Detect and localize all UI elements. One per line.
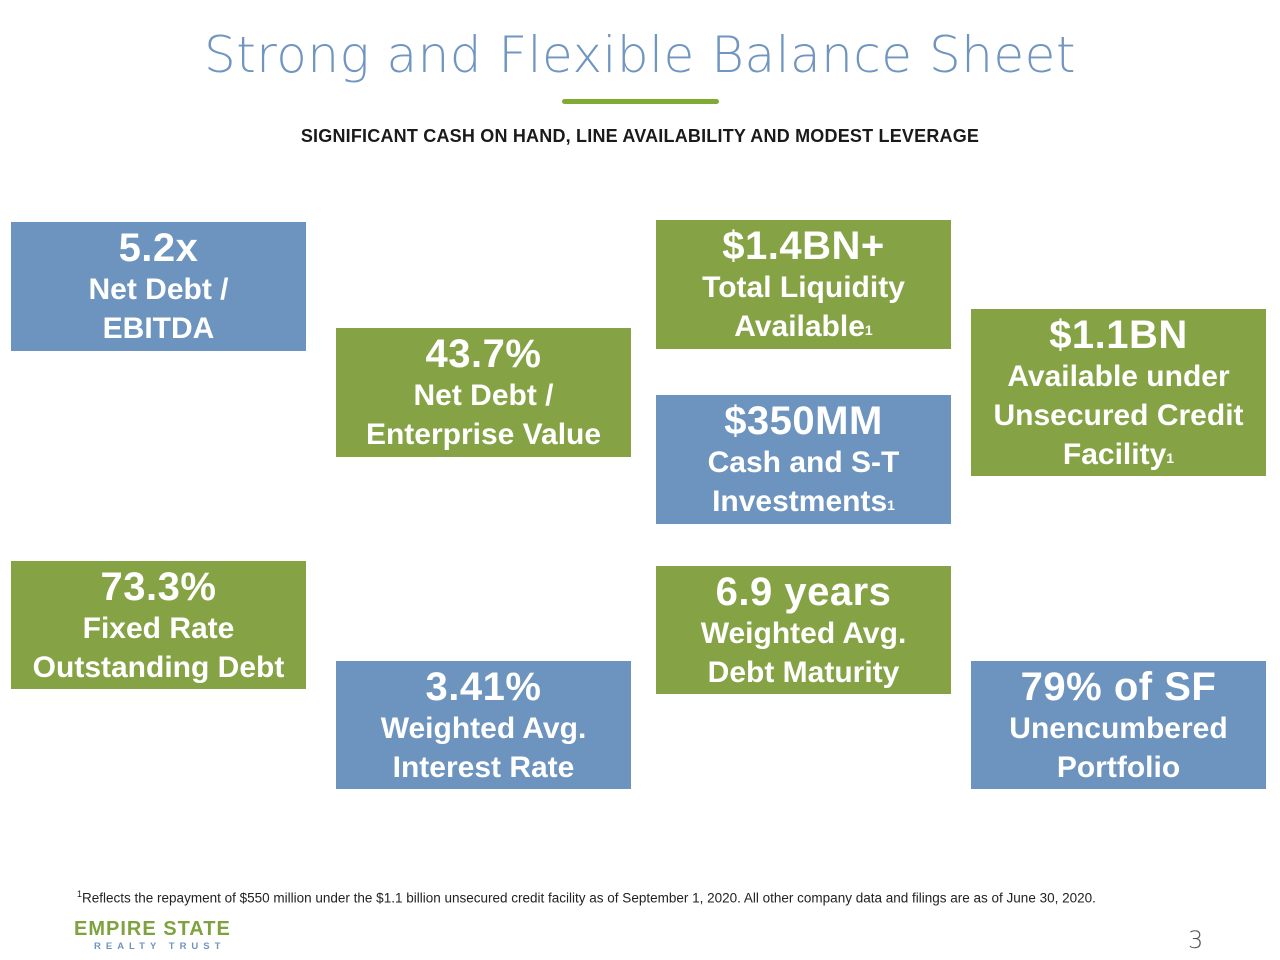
company-logo: EMPIRE STATE REALTY TRUST bbox=[74, 918, 231, 954]
slide-subtitle: SIGNIFICANT CASH ON HAND, LINE AVAILABIL… bbox=[300, 126, 980, 146]
slide-title: Strong and Flexible Balance Sheet bbox=[203, 26, 1077, 84]
metric-value: $1.1BN bbox=[1049, 313, 1188, 357]
footnote-marker: 1 bbox=[887, 497, 895, 513]
metric-value: 6.9 years bbox=[715, 570, 892, 614]
metric-label: Outstanding Debt bbox=[32, 651, 285, 684]
metric-interest-rate: 3.41% Weighted Avg. Interest Rate bbox=[336, 661, 631, 789]
footnote-text: Reflects the repayment of $550 million u… bbox=[82, 890, 1096, 906]
metric-label: Cash and S-T bbox=[707, 446, 900, 479]
metric-total-liquidity: $1.4BN+ Total Liquidity Available1 bbox=[656, 220, 951, 349]
metric-label: Interest Rate bbox=[392, 751, 575, 784]
metric-fixed-rate-debt: 73.3% Fixed Rate Outstanding Debt bbox=[11, 561, 306, 689]
metric-label: Unencumbered bbox=[1009, 712, 1228, 745]
metric-label: Unsecured Credit bbox=[993, 399, 1244, 432]
footnote: 1Reflects the repayment of $550 million … bbox=[77, 886, 1227, 907]
logo-name: EMPIRE STATE bbox=[74, 918, 231, 940]
metric-label: Enterprise Value bbox=[365, 418, 602, 451]
logo-tagline: REALTY TRUST bbox=[94, 941, 226, 952]
metric-label: Weighted Avg. bbox=[700, 617, 907, 650]
metric-label: Total Liquidity bbox=[702, 271, 905, 304]
metric-value: $1.4BN+ bbox=[722, 224, 885, 268]
title-divider bbox=[562, 99, 719, 104]
metric-label: Available under bbox=[1007, 360, 1230, 393]
metric-unencumbered-portfolio: 79% of SF Unencumbered Portfolio bbox=[971, 661, 1266, 789]
metric-label: Investments1 bbox=[712, 485, 895, 518]
metric-label: Facility1 bbox=[1062, 438, 1175, 471]
metric-value: 73.3% bbox=[100, 565, 217, 609]
page-number: 3 bbox=[1188, 926, 1204, 954]
metric-debt-maturity: 6.9 years Weighted Avg. Debt Maturity bbox=[656, 566, 951, 694]
metric-label: EBITDA bbox=[102, 312, 215, 345]
metric-value: 79% of SF bbox=[1020, 665, 1217, 709]
metric-cash-investments: $350MM Cash and S-T Investments1 bbox=[656, 395, 951, 524]
metric-net-debt-ebitda: 5.2x Net Debt / EBITDA bbox=[11, 222, 306, 351]
metric-label: Portfolio bbox=[1056, 751, 1181, 784]
footnote-marker: 1 bbox=[864, 322, 873, 338]
footnote-marker: 1 bbox=[1166, 450, 1175, 466]
metric-credit-facility: $1.1BN Available under Unsecured Credit … bbox=[971, 309, 1266, 476]
metric-label: Net Debt / bbox=[413, 379, 554, 412]
metric-value: 43.7% bbox=[425, 332, 542, 376]
metric-net-debt-enterprise-value: 43.7% Net Debt / Enterprise Value bbox=[336, 328, 631, 457]
metric-label: Available1 bbox=[734, 310, 873, 343]
footnote-marker: 1 bbox=[77, 889, 83, 899]
metric-label: Debt Maturity bbox=[707, 656, 900, 689]
metric-value: 5.2x bbox=[118, 226, 199, 270]
metric-label: Fixed Rate bbox=[82, 612, 235, 645]
metric-label: Weighted Avg. bbox=[380, 712, 587, 745]
metric-label: Net Debt / bbox=[88, 273, 229, 306]
metric-value: $350MM bbox=[724, 399, 883, 443]
metric-value: 3.41% bbox=[425, 665, 542, 709]
